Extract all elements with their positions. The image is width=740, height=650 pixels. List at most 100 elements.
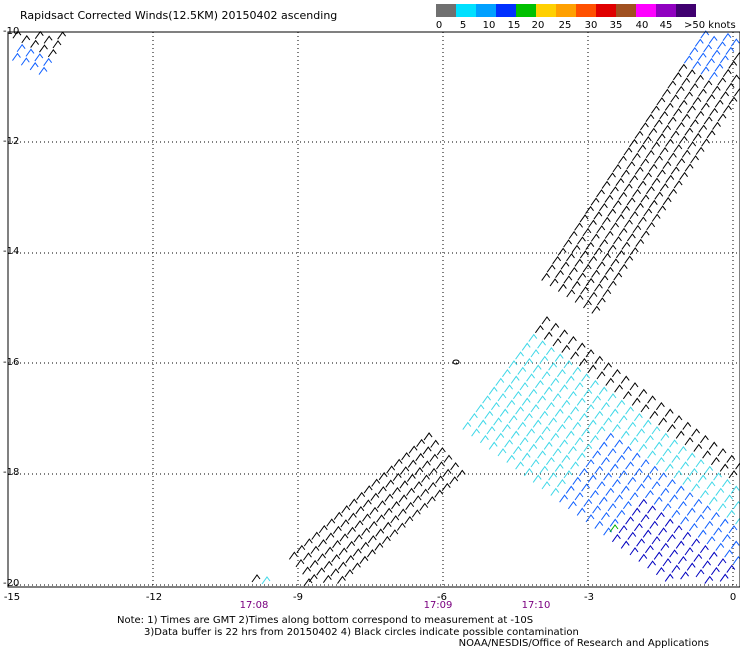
wind-barb xyxy=(352,562,361,571)
wind-barb xyxy=(482,395,492,404)
legend-labels: 0 5 10 15 20 25 30 35 40 45 >50 knots xyxy=(436,20,736,34)
wind-barb xyxy=(700,30,710,39)
wind-barb xyxy=(412,495,422,504)
wind-barb xyxy=(682,421,692,430)
wind-barb xyxy=(602,288,612,298)
wind-barb xyxy=(382,521,392,530)
wind-barb xyxy=(629,247,639,256)
wind-barb xyxy=(661,88,671,97)
wind-barb xyxy=(704,575,714,584)
wind-barb xyxy=(322,574,332,583)
wind-barb xyxy=(713,472,722,481)
wind-barb xyxy=(626,161,636,170)
map-title: Rapidsact Corrected Winds(12.5KM) 201504… xyxy=(20,9,338,22)
wind-barb xyxy=(563,415,573,424)
wind-barb xyxy=(565,375,575,384)
wind-barb xyxy=(596,297,606,306)
wind-barb xyxy=(567,500,577,510)
wind-barb xyxy=(554,463,564,472)
wind-barb xyxy=(346,540,356,549)
wind-barb xyxy=(679,171,689,180)
wind-barb xyxy=(671,509,681,518)
wind-barb xyxy=(550,377,560,386)
wind-barb xyxy=(449,476,459,485)
wind-barb xyxy=(703,116,713,125)
legend-swatch xyxy=(676,4,696,17)
wind-barb xyxy=(692,132,702,142)
wind-barb xyxy=(39,44,48,53)
legend-swatch xyxy=(456,4,476,17)
wind-barb xyxy=(543,331,553,340)
wind-barb xyxy=(576,342,586,351)
wind-barb xyxy=(567,445,577,455)
wind-barb xyxy=(717,558,727,567)
wind-barb xyxy=(406,487,415,496)
wind-barb xyxy=(648,127,658,136)
wind-barb xyxy=(594,520,604,529)
wind-barb xyxy=(624,255,634,264)
wind-barb xyxy=(700,102,710,111)
wind-barb xyxy=(711,49,721,58)
wind-barb xyxy=(20,57,30,66)
wind-barb xyxy=(728,96,738,105)
wind-barb xyxy=(589,379,599,389)
wind-barb xyxy=(640,122,649,131)
wind-barb xyxy=(323,560,333,569)
wind-barb xyxy=(618,525,628,534)
wind-barb xyxy=(687,105,696,114)
wind-barb xyxy=(681,149,691,158)
wind-barb xyxy=(560,261,570,270)
wind-barb xyxy=(687,141,697,150)
wind-barb xyxy=(721,533,731,543)
wind-barb xyxy=(651,536,661,545)
wind-barb xyxy=(616,509,626,518)
wind-barb xyxy=(574,222,583,231)
wind-barb xyxy=(396,522,406,531)
wind-barb xyxy=(618,263,628,272)
wind-barb xyxy=(435,475,445,484)
legend-swatch xyxy=(436,4,456,17)
wind-barb xyxy=(572,476,582,485)
wind-barb xyxy=(627,476,637,485)
wind-barb xyxy=(638,498,648,507)
wind-barb xyxy=(579,214,589,223)
wind-barb xyxy=(34,53,44,62)
wind-barb xyxy=(722,32,732,41)
wind-barb xyxy=(649,465,659,474)
wind-barb xyxy=(691,483,700,492)
wind-barb xyxy=(686,507,696,516)
wind-barb xyxy=(602,252,611,261)
wind-barb xyxy=(708,496,718,505)
wind-barb xyxy=(495,377,505,386)
wind-barb xyxy=(532,364,542,373)
wind-barb xyxy=(591,305,601,314)
wind-barb xyxy=(338,547,348,556)
wind-barb xyxy=(644,489,654,499)
wind-barb xyxy=(565,430,575,439)
wind-barb xyxy=(728,470,738,479)
wind-barb xyxy=(653,496,663,505)
wind-barb xyxy=(616,454,626,463)
wind-barb xyxy=(684,437,694,446)
wind-barb xyxy=(669,494,678,503)
lon-label: -15 xyxy=(3,592,21,603)
wind-barb xyxy=(662,160,672,170)
wind-barb xyxy=(559,439,568,448)
legend-swatch xyxy=(576,4,596,17)
wind-barb xyxy=(554,408,564,417)
wind-barb xyxy=(38,66,48,75)
wind-barb xyxy=(434,489,444,498)
wind-barb xyxy=(468,412,478,422)
wind-barb xyxy=(548,472,557,481)
wind-barb xyxy=(594,465,604,474)
wind-barb xyxy=(362,499,372,508)
wind-barb xyxy=(673,108,683,117)
wind-barb xyxy=(605,487,615,496)
wind-barb xyxy=(578,357,588,367)
lon-label: -3 xyxy=(584,592,594,603)
wind-barb xyxy=(426,496,436,505)
wind-barb xyxy=(634,166,644,175)
wind-barb xyxy=(724,494,733,503)
wind-barb xyxy=(401,452,411,461)
